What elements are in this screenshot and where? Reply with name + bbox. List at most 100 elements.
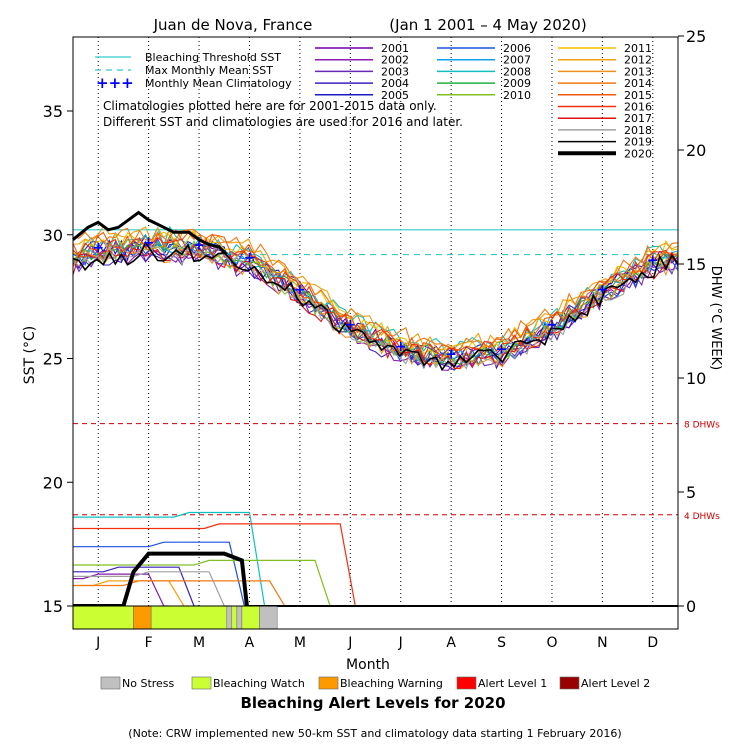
legend-label-2010: 2010	[503, 89, 531, 102]
dhw-year-line	[73, 559, 336, 607]
sst-line-2018	[72, 242, 679, 370]
sst-series-lines: + + + + + + + + + + + +	[72, 210, 679, 372]
legend-label-2012: 2012	[624, 54, 652, 67]
x-tick-label: M	[294, 635, 306, 651]
legend-threshold-label: Bleaching Threshold SST	[145, 51, 281, 64]
plot-area-frame	[72, 36, 679, 630]
alert-legend: No Stress Bleaching Watch Bleaching Warnin…	[100, 676, 650, 690]
sst-line-2017	[72, 248, 679, 370]
alert-swatch	[559, 676, 580, 690]
climatology-marker: +	[143, 235, 155, 251]
climatology-marker: +	[92, 240, 104, 256]
y-tick-label: 20	[43, 473, 63, 492]
climatology-marker: +	[395, 339, 407, 355]
climatology-marker: +	[344, 317, 356, 333]
dhw-year-line	[73, 571, 230, 607]
alert-level-bar	[72, 605, 278, 630]
dhw-lines: 8 DHWs 4 DHWs	[73, 421, 720, 608]
legend-left: Bleaching Threshold SST Max Monthly Mean…	[95, 51, 463, 129]
x-tick-label: M	[193, 635, 205, 651]
climatology-marker: +	[597, 282, 609, 298]
legend-label-2013: 2013	[624, 65, 652, 78]
legend-label-2004: 2004	[381, 77, 409, 90]
alert-swatch	[318, 676, 339, 690]
dhw-threshold-label: 4 DHWs	[684, 512, 720, 522]
footer-note: (Note: CRW implemented new 50-km SST and…	[128, 727, 621, 740]
legend-label-2017: 2017	[624, 112, 652, 125]
y-tick-label: 30	[43, 226, 63, 245]
y-tick-label: 25	[43, 350, 63, 369]
sst-line-2020	[72, 210, 228, 256]
y2-tick-label: 0	[686, 597, 696, 616]
alert-label: Alert Level 2	[581, 677, 650, 690]
x-tick-label: N	[597, 635, 607, 651]
climatology-marker: +	[244, 250, 256, 266]
legend-mms-label: Max Monthly Mean SST	[145, 64, 273, 77]
y2-tick-label: 25	[686, 27, 706, 46]
climatology-marker: +	[546, 317, 558, 333]
legend-label-2006: 2006	[503, 42, 531, 55]
note-line-1: Climatologies plotted here are for 2001-…	[103, 99, 437, 113]
x-axis-label: Month	[346, 657, 390, 673]
legend-label-2015: 2015	[624, 89, 652, 102]
dhw-threshold-label: 8 DHWs	[684, 421, 720, 431]
y-tick-label: 15	[43, 597, 63, 616]
legend-label-2001: 2001	[381, 42, 409, 55]
legend-label-2007: 2007	[503, 54, 531, 67]
alert-bar-segment	[226, 605, 233, 630]
climatology-marker: +	[647, 253, 659, 269]
y-axis-right: 0 5 10 15 20 25	[678, 27, 706, 616]
y2-tick-label: 20	[686, 141, 706, 160]
x-tick-label: O	[546, 635, 557, 651]
x-tick-label: F	[145, 635, 153, 651]
y2-tick-label: 5	[686, 483, 696, 502]
sst-line-2014	[72, 227, 679, 350]
y-axis-label: SST (°C)	[22, 326, 38, 384]
x-tick-label: J	[398, 635, 403, 651]
x-tick-label: J	[95, 635, 100, 651]
legend-label-2009: 2009	[503, 77, 531, 90]
legend-label-2011: 2011	[624, 42, 652, 55]
alert-bar-segment	[72, 605, 134, 630]
climatology-marker: +	[193, 238, 205, 254]
alert-swatch	[191, 676, 212, 690]
y2-tick-label: 10	[686, 369, 706, 388]
x-tick-label: A	[446, 635, 456, 651]
legend-label-2018: 2018	[624, 124, 652, 137]
sst-line-2019	[72, 240, 679, 372]
legend-label-2002: 2002	[381, 54, 409, 67]
chart-subtitle: (Jan 1 2001 – 4 May 2020)	[389, 16, 586, 34]
y-tick-label: 35	[43, 102, 63, 121]
y2-axis-label: DHW (°C WEEK)	[708, 266, 723, 370]
sst-line-2016	[72, 236, 679, 363]
alert-label: Bleaching Warning	[340, 677, 443, 690]
chart-title: Juan de Nova, France	[153, 16, 313, 34]
legend-label-2005: 2005	[381, 89, 409, 102]
alert-label: Bleaching Watch	[213, 677, 305, 690]
alert-bar-segment	[150, 605, 228, 630]
legend-label-2014: 2014	[624, 77, 652, 90]
alert-swatch	[456, 676, 477, 690]
alert-label: Alert Level 1	[478, 677, 547, 690]
climatology-marker: +	[445, 347, 457, 363]
x-tick-label: J	[347, 635, 352, 651]
dhw-line-2020	[73, 551, 249, 608]
alert-swatch	[100, 676, 121, 690]
climatology-marker: +	[496, 342, 508, 358]
alert-bar-segment	[231, 605, 238, 630]
alert-bar-segment	[241, 605, 260, 630]
alert-bar-segment	[236, 605, 243, 630]
alert-legend-title: Bleaching Alert Levels for 2020	[240, 694, 505, 712]
climatology-marker: +	[294, 282, 306, 298]
alert-bar-segment	[133, 605, 152, 630]
alert-label: No Stress	[122, 677, 175, 690]
x-tick-label: S	[497, 635, 506, 651]
legend-label-2008: 2008	[503, 65, 531, 78]
legend-label-2016: 2016	[624, 101, 652, 114]
note-line-2: Different SST and climatologies are used…	[103, 115, 463, 129]
y-axis-left: 15 20 25 30 35	[43, 102, 73, 616]
alert-bar-segment	[259, 605, 278, 630]
